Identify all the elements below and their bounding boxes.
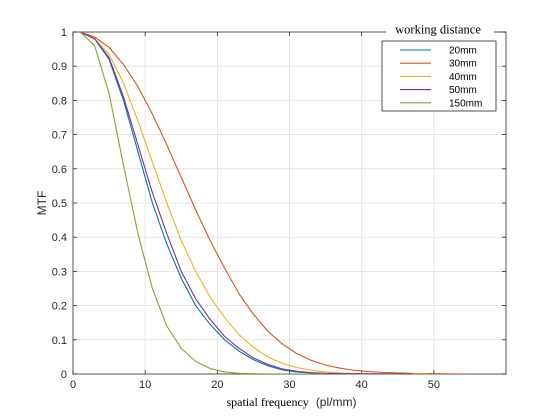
- y-tick-label: 0.9: [52, 61, 67, 73]
- x-axis-label-main: spatial frequency: [227, 395, 309, 409]
- y-tick-label: 0.3: [52, 266, 67, 278]
- x-tick-label: 0: [70, 379, 76, 391]
- y-tick-label: 0.4: [52, 232, 67, 244]
- x-tick-label: 10: [139, 379, 151, 391]
- legend: working distance 20mm 30mm 40mm 50mm 150mm: [382, 22, 496, 111]
- legend-label-40mm: 40mm: [449, 72, 477, 83]
- legend-label-150mm: 150mm: [449, 98, 482, 109]
- y-tick-label: 0.6: [52, 164, 67, 176]
- x-axis-label: spatial frequency (pl/mm): [227, 393, 357, 410]
- x-tick-label: 30: [283, 379, 295, 391]
- legend-label-20mm: 20mm: [449, 46, 477, 57]
- x-tick-label: 50: [428, 379, 440, 391]
- legend-title: working distance: [395, 23, 481, 37]
- legend-label-50mm: 50mm: [449, 85, 477, 96]
- y-axis-label: MTF: [35, 191, 49, 216]
- y-tick-label: 0.5: [52, 198, 67, 210]
- x-tick-label: 40: [356, 379, 368, 391]
- x-tick-label: 20: [211, 379, 223, 391]
- y-tick-label: 0.8: [52, 95, 67, 107]
- legend-label-30mm: 30mm: [449, 59, 477, 70]
- y-tick-label: 0.1: [52, 335, 67, 347]
- y-tick-label: 0.2: [52, 301, 67, 313]
- y-tick-label: 0: [61, 369, 67, 381]
- y-tick-label: 0.7: [52, 130, 67, 142]
- x-axis-label-unit: (pl/mm): [316, 395, 357, 409]
- y-tick-label: 1: [61, 27, 67, 39]
